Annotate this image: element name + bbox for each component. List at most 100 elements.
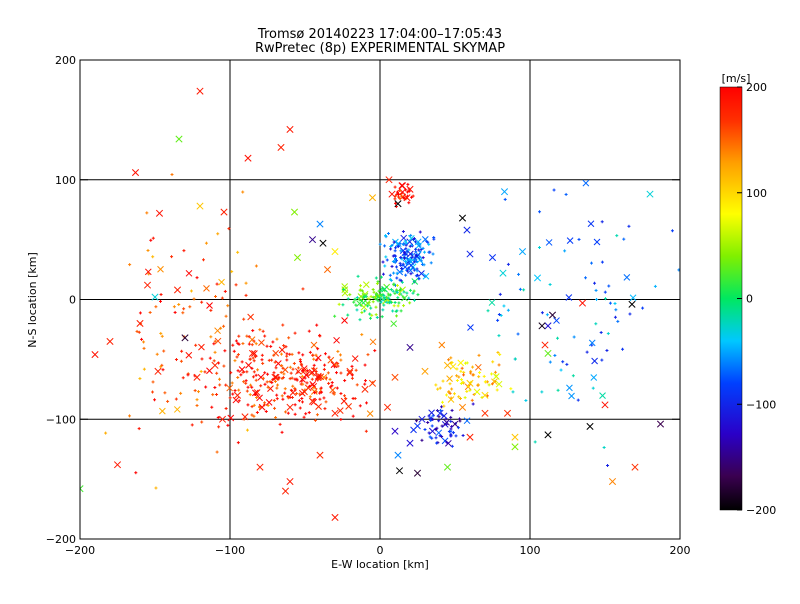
data-point-plus bbox=[200, 357, 204, 361]
data-point-x bbox=[272, 349, 280, 357]
x-axis-label: E-W location [km] bbox=[331, 558, 429, 571]
data-point-plus bbox=[244, 379, 248, 383]
data-point-x bbox=[91, 351, 99, 359]
data-point-x bbox=[248, 336, 256, 344]
data-point-plus bbox=[276, 383, 280, 387]
data-point-x bbox=[366, 410, 374, 417]
data-point-plus bbox=[362, 295, 366, 299]
data-point-plus bbox=[485, 394, 489, 398]
data-point-plus bbox=[533, 440, 537, 444]
data-point-plus bbox=[497, 334, 501, 338]
data-point-x bbox=[173, 286, 182, 294]
data-point-x bbox=[406, 185, 414, 193]
data-point-plus bbox=[247, 342, 251, 346]
data-point-plus bbox=[421, 256, 425, 260]
data-point-plus bbox=[400, 266, 404, 270]
data-point-plus bbox=[137, 427, 141, 431]
data-point-plus bbox=[288, 377, 292, 381]
data-point-x bbox=[565, 294, 573, 301]
data-point-x bbox=[568, 392, 575, 400]
data-point-plus bbox=[408, 301, 412, 305]
data-point-plus bbox=[251, 375, 255, 379]
data-point-plus bbox=[361, 289, 365, 293]
data-point-plus bbox=[397, 301, 401, 305]
data-point-plus bbox=[301, 369, 305, 373]
data-point-plus bbox=[559, 368, 563, 372]
data-point-plus bbox=[497, 363, 501, 367]
data-point-plus bbox=[402, 251, 406, 255]
data-point-plus bbox=[499, 313, 503, 317]
data-point-plus bbox=[293, 403, 297, 407]
data-point-plus bbox=[248, 357, 252, 361]
data-point-plus bbox=[142, 346, 146, 350]
data-point-plus bbox=[591, 386, 595, 390]
colorbar-tick-label: 200 bbox=[746, 81, 767, 94]
data-point-x bbox=[488, 299, 496, 306]
data-point-plus bbox=[396, 304, 400, 308]
data-point-plus bbox=[252, 414, 256, 418]
data-point-x bbox=[155, 209, 164, 217]
data-point-plus bbox=[442, 404, 446, 408]
data-point-x bbox=[533, 274, 542, 282]
data-point-plus bbox=[237, 342, 241, 346]
data-point-plus bbox=[412, 268, 416, 272]
data-point-plus bbox=[380, 315, 384, 319]
data-point-plus bbox=[388, 273, 392, 277]
data-point-plus bbox=[374, 276, 378, 280]
data-point-plus bbox=[438, 434, 442, 438]
data-point-plus bbox=[337, 302, 341, 306]
data-point-plus bbox=[211, 393, 215, 397]
data-point-plus bbox=[269, 344, 273, 348]
data-point-x bbox=[289, 389, 297, 396]
data-point-plus bbox=[375, 292, 379, 296]
data-point-x bbox=[541, 341, 549, 349]
data-point-plus bbox=[295, 378, 299, 382]
data-point-plus bbox=[319, 386, 323, 390]
data-point-plus bbox=[399, 287, 403, 291]
data-point-plus bbox=[240, 360, 244, 364]
data-point-plus bbox=[454, 434, 458, 438]
data-point-plus bbox=[255, 396, 259, 400]
data-point-x bbox=[553, 317, 560, 324]
data-point-plus bbox=[429, 418, 433, 422]
data-point-plus bbox=[463, 396, 467, 400]
data-point-plus bbox=[378, 294, 382, 298]
data-point-plus bbox=[395, 283, 399, 287]
data-point-plus bbox=[402, 304, 406, 308]
data-point-plus bbox=[414, 274, 418, 278]
data-point-plus bbox=[260, 353, 264, 357]
data-point-plus bbox=[585, 350, 589, 354]
data-point-plus bbox=[304, 412, 308, 416]
data-point-plus bbox=[364, 294, 368, 298]
data-point-x bbox=[407, 250, 414, 258]
data-point-plus bbox=[407, 201, 411, 205]
data-point-plus bbox=[252, 403, 256, 407]
data-point-plus bbox=[226, 423, 230, 427]
data-point-plus bbox=[458, 396, 462, 400]
data-point-plus bbox=[227, 227, 231, 231]
data-point-plus bbox=[420, 438, 424, 442]
data-point-x bbox=[418, 415, 426, 423]
data-point-x bbox=[258, 339, 265, 347]
data-point-plus bbox=[607, 284, 611, 288]
data-point-plus bbox=[204, 241, 208, 245]
data-point-plus bbox=[399, 263, 403, 267]
data-point-plus bbox=[600, 260, 604, 264]
data-point-plus bbox=[465, 389, 469, 393]
data-point-plus bbox=[151, 380, 155, 384]
data-point-plus bbox=[252, 370, 256, 374]
data-point-x bbox=[407, 262, 415, 269]
data-point-plus bbox=[392, 283, 396, 287]
data-point-x bbox=[308, 368, 316, 376]
data-point-plus bbox=[339, 371, 343, 375]
data-point-plus bbox=[373, 349, 377, 353]
data-point-plus bbox=[615, 234, 619, 238]
data-point-plus bbox=[307, 411, 311, 415]
data-point-plus bbox=[363, 382, 367, 386]
data-point-plus bbox=[457, 395, 461, 399]
data-point-x bbox=[327, 356, 335, 364]
data-point-plus bbox=[398, 261, 402, 265]
data-point-plus bbox=[393, 197, 397, 201]
data-point-plus bbox=[387, 300, 391, 304]
data-point-plus bbox=[208, 356, 212, 360]
